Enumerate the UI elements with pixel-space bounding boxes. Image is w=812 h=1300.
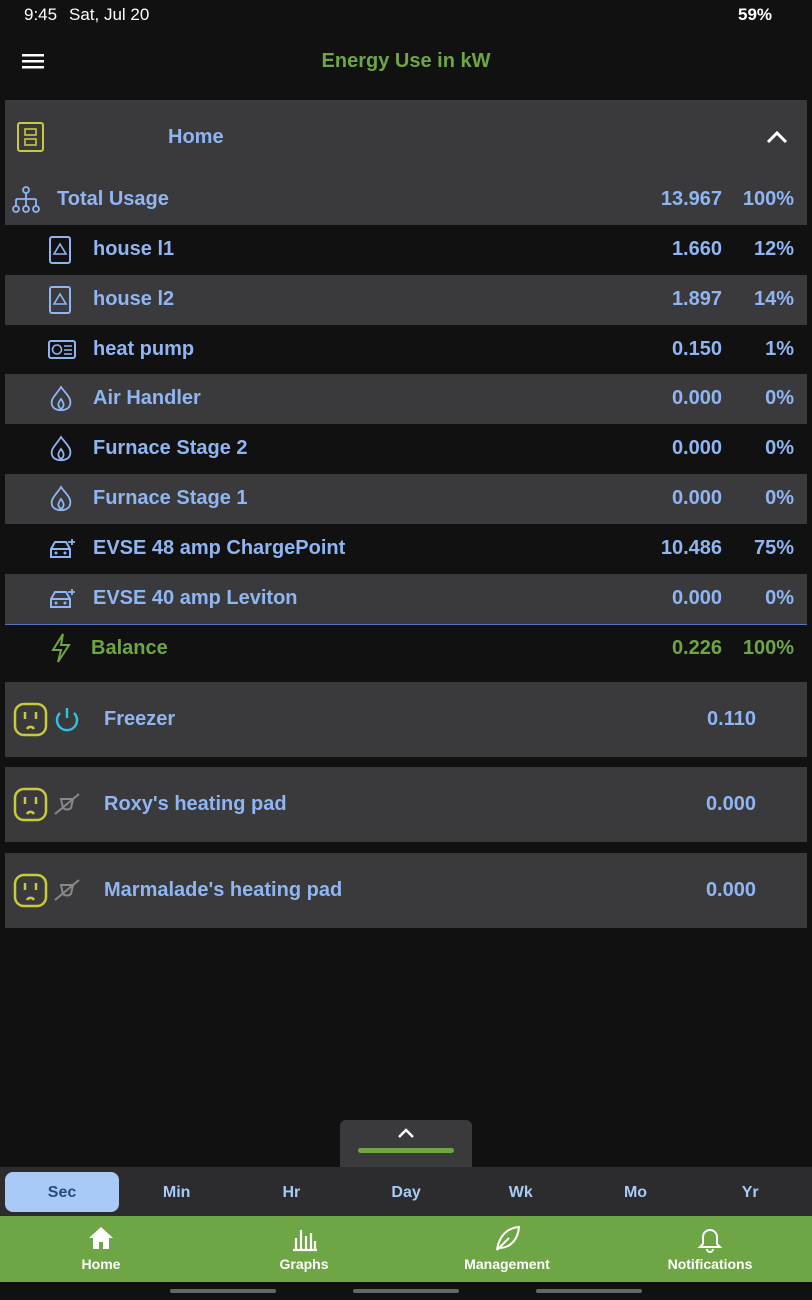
row-percent: 75% [753, 536, 794, 559]
plug-label: Freezer [104, 708, 176, 730]
power-icon [55, 708, 79, 732]
time-tabs [0, 1167, 812, 1216]
row-icon [50, 385, 72, 412]
panel-title: Home [168, 126, 224, 148]
tab-selected [5, 1172, 119, 1212]
collapse-button[interactable] [766, 130, 788, 144]
row-icon [49, 236, 71, 264]
total-icon [12, 186, 40, 213]
time-tab[interactable]: Sec [47, 1184, 77, 1201]
balance-icon [51, 633, 71, 663]
plug-value: 0.000 [705, 878, 756, 901]
time-tab[interactable]: Min [162, 1184, 191, 1201]
row-value: 1.897 [671, 287, 722, 310]
usage-row [5, 324, 807, 375]
usage-row [5, 374, 807, 425]
nav-icon [89, 1227, 113, 1249]
usage-row [5, 274, 807, 325]
gesture [353, 1289, 459, 1293]
nav-item[interactable]: Home [81, 1256, 121, 1272]
usage-row [5, 474, 807, 524]
status-time: 9:45 [24, 5, 58, 24]
usage-row [5, 523, 807, 574]
row-percent: 0% [765, 487, 794, 509]
row-label: house l2 [93, 287, 175, 310]
row-value: 0.000 [671, 586, 722, 609]
row-label: EVSE 40 amp Leviton [93, 586, 298, 609]
row-value: 10.486 [660, 536, 722, 559]
panel-header[interactable] [5, 100, 807, 175]
nav-icon [697, 1229, 723, 1253]
total-label: Total Usage [57, 188, 169, 210]
row-value: 0.150 [671, 337, 722, 360]
row-label: Air Handler [93, 387, 201, 410]
row-icon [49, 285, 71, 314]
balance-label: Balance [91, 637, 168, 659]
plug-icon [13, 873, 48, 907]
app-title: Energy Use in kW [321, 50, 491, 72]
row-value: 1.660 [671, 238, 722, 260]
nav-item[interactable]: Graphs [279, 1256, 329, 1272]
row-label: house l1 [93, 238, 175, 260]
total-row [5, 175, 807, 225]
plug-label: Roxy's heating pad [104, 793, 287, 816]
menu-button[interactable] [22, 54, 46, 72]
gesture [536, 1289, 642, 1293]
row-icon [48, 339, 76, 359]
balance-percent: 100% [742, 637, 794, 659]
plug-icon [13, 702, 48, 737]
status-date: Sat, Jul 20 [69, 5, 150, 24]
panel-icon [17, 122, 44, 152]
plug-icon [13, 788, 48, 822]
row-icon [50, 485, 72, 512]
nav-icon [496, 1225, 521, 1251]
usage-row [5, 225, 807, 275]
row-percent: 0% [765, 437, 794, 460]
total-percent: 100% [742, 188, 794, 210]
plug-label: Marmalade's heating pad [104, 878, 343, 901]
power-off-icon [54, 878, 80, 901]
plug-card[interactable] [5, 767, 807, 843]
row-percent: 0% [765, 387, 794, 410]
nav-bar [0, 1216, 812, 1282]
drawer-arrow [398, 1128, 414, 1138]
drawer-bar [358, 1148, 454, 1153]
usage-row [5, 573, 807, 625]
row-icon [50, 588, 75, 608]
row-value: 0.000 [671, 387, 722, 410]
row-percent: 1% [765, 337, 794, 360]
nav-item[interactable]: Management [464, 1256, 550, 1272]
time-tab[interactable]: Mo [623, 1184, 648, 1201]
total-value: 13.967 [660, 188, 722, 210]
power-off-icon [54, 793, 80, 816]
plug-card[interactable] [5, 852, 807, 928]
battery: 59% [738, 5, 773, 24]
row-label: Furnace Stage 2 [93, 437, 248, 460]
time-tab[interactable]: Hr [282, 1184, 301, 1201]
time-tab[interactable]: Day [391, 1184, 421, 1201]
nav-item[interactable]: Notifications [667, 1256, 753, 1272]
time-tab[interactable]: Wk [508, 1184, 533, 1201]
row-icon [50, 538, 75, 558]
balance-value: 0.226 [671, 637, 722, 659]
row-label: EVSE 48 amp ChargePoint [93, 536, 346, 559]
row-value: 0.000 [671, 437, 722, 460]
plug-value: 0.000 [705, 793, 756, 816]
row-percent: 12% [753, 238, 794, 260]
row-value: 0.000 [671, 487, 722, 509]
row-label: Furnace Stage 1 [93, 487, 248, 509]
row-percent: 14% [753, 287, 794, 310]
row-label: heat pump [93, 337, 195, 360]
row-icon [50, 435, 72, 462]
row-percent: 0% [765, 586, 794, 609]
plug-card[interactable] [5, 682, 807, 757]
nav-icon [293, 1230, 317, 1252]
time-tab[interactable]: Yr [741, 1184, 759, 1201]
plug-value: 0.110 [707, 708, 756, 730]
usage-row [5, 424, 807, 475]
gesture [170, 1289, 276, 1293]
